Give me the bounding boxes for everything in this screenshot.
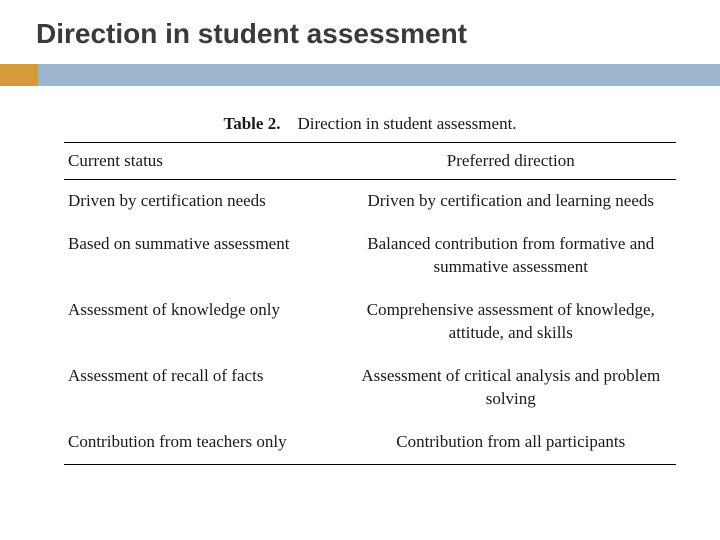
table-cell: Assessment of recall of facts [64, 355, 346, 421]
table-cell: Assessment of critical analysis and prob… [346, 355, 676, 421]
table-cell: Balanced contribution from formative and… [346, 223, 676, 289]
accent-left-block [0, 64, 38, 86]
table-row: Driven by certification needs Driven by … [64, 180, 676, 223]
table-cell: Assessment of knowledge only [64, 289, 346, 355]
table-cell: Based on summative assessment [64, 223, 346, 289]
table-cell: Contribution from teachers only [64, 421, 346, 464]
table-col-header-0: Current status [64, 143, 346, 180]
table-caption-spacer [285, 114, 294, 133]
direction-table: Current status Preferred direction Drive… [64, 142, 676, 465]
table-cell: Driven by certification and learning nee… [346, 180, 676, 223]
table-container: Table 2. Direction in student assessment… [0, 86, 720, 465]
table-caption-text: Direction in student assessment. [297, 114, 516, 133]
table-row: Contribution from teachers only Contribu… [64, 421, 676, 464]
table-col-header-1: Preferred direction [346, 143, 676, 180]
table-header-row: Current status Preferred direction [64, 143, 676, 180]
table-row: Assessment of recall of facts Assessment… [64, 355, 676, 421]
slide: Direction in student assessment Table 2.… [0, 0, 720, 540]
table-cell: Comprehensive assessment of knowledge, a… [346, 289, 676, 355]
table-row: Based on summative assessment Balanced c… [64, 223, 676, 289]
table-caption-label: Table 2. [223, 114, 280, 133]
table-caption: Table 2. Direction in student assessment… [64, 114, 676, 142]
accent-right-block [38, 64, 720, 86]
table-row: Assessment of knowledge only Comprehensi… [64, 289, 676, 355]
accent-bar [0, 64, 720, 86]
table-cell: Driven by certification needs [64, 180, 346, 223]
table-cell: Contribution from all participants [346, 421, 676, 464]
slide-title: Direction in student assessment [0, 18, 720, 64]
